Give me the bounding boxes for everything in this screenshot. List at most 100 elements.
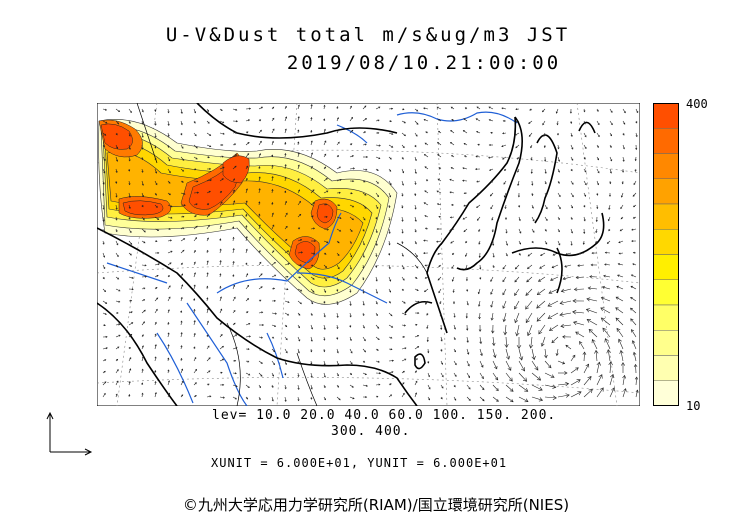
wind-arrowhead — [287, 263, 290, 265]
wind-arrowhead — [233, 310, 236, 313]
wind-arrowhead — [571, 147, 574, 150]
wind-arrowhead — [232, 226, 235, 229]
wind-arrowhead — [272, 250, 275, 253]
wind-arrow — [154, 263, 160, 266]
wind-arrowhead — [596, 207, 599, 210]
wind-arrow — [310, 384, 313, 390]
wind-arrowhead — [562, 335, 566, 339]
wind-arrowhead — [378, 383, 381, 386]
wind-arrow — [388, 276, 391, 282]
wind-arrow — [219, 345, 224, 350]
wind-arrowhead — [207, 224, 210, 227]
wind-arrowhead — [116, 243, 119, 246]
wind-arrowhead — [259, 299, 262, 302]
wind-arrowhead — [390, 394, 393, 397]
wind-arrow — [572, 311, 585, 314]
wind-arrowhead — [402, 392, 405, 395]
wind-arrowhead — [402, 267, 405, 270]
wind-arrowhead — [365, 396, 368, 399]
wind-arrowhead — [364, 350, 366, 353]
legend-swatch — [653, 203, 679, 230]
wind-arrowhead — [401, 219, 404, 222]
wind-arrowhead — [401, 288, 404, 291]
chart-title-line1: U-V&Dust total m/s&ug/m3 JST — [165, 24, 571, 46]
wind-arrow — [465, 264, 468, 270]
wind-arrow — [596, 132, 600, 137]
rivers — [106, 111, 518, 406]
wind-arrow — [375, 384, 380, 386]
wind-arrowhead — [336, 337, 339, 340]
wind-arrowhead — [606, 349, 611, 354]
wind-arrow — [518, 396, 529, 402]
wind-arrowhead — [336, 106, 339, 109]
wind-arrow — [271, 141, 274, 146]
wind-arrowhead — [219, 273, 222, 276]
wind-arrow — [505, 396, 514, 403]
wind-arrowhead — [631, 329, 635, 333]
wind-arrow — [538, 324, 546, 335]
wind-arrowhead — [273, 299, 276, 302]
wind-arrowhead — [440, 327, 443, 330]
wind-arrowhead — [620, 195, 623, 198]
wind-arrow — [570, 391, 582, 398]
wind-arrow — [608, 216, 611, 221]
wind-arrowhead — [103, 171, 106, 174]
wind-arrow — [245, 384, 250, 388]
wind-arrow — [595, 350, 598, 362]
wind-arrowhead — [501, 145, 504, 148]
wind-arrow — [154, 275, 159, 278]
wind-arrowhead — [622, 133, 625, 136]
wind-arrow — [375, 240, 378, 246]
wind-arrowhead — [424, 290, 427, 293]
wind-arrowhead — [437, 178, 440, 181]
wind-arrow — [551, 336, 559, 343]
wind-arrowhead — [339, 179, 342, 181]
wind-arrow — [193, 369, 197, 374]
wind-arrow — [128, 240, 133, 245]
wind-arrowhead — [401, 206, 404, 209]
wind-arrowhead — [349, 325, 352, 328]
unit-vector-axes — [46, 411, 93, 456]
wind-arrowhead — [544, 182, 547, 185]
wind-arrowhead — [363, 339, 366, 342]
wind-arrowhead — [129, 231, 132, 234]
wind-arrowhead — [325, 178, 328, 180]
wind-arrowhead — [299, 213, 302, 216]
wind-arrow — [526, 276, 533, 283]
wind-arrow — [586, 319, 598, 326]
wind-arrow — [362, 168, 367, 171]
wind-arrow — [436, 240, 442, 243]
wind-arrow — [619, 252, 624, 254]
wind-arrowhead — [271, 140, 274, 143]
wind-arrowhead — [363, 326, 365, 329]
wind-arrowhead — [128, 206, 131, 209]
wind-arrow — [401, 216, 403, 222]
wind-arrowhead — [595, 241, 598, 244]
wind-arrowhead — [510, 399, 514, 403]
wind-arrow — [297, 300, 302, 305]
wind-arrowhead — [167, 344, 170, 347]
wind-arrow — [601, 317, 611, 326]
wind-arrowhead — [437, 141, 440, 144]
wind-arrow — [440, 372, 444, 378]
wind-arrow — [167, 216, 173, 219]
wind-arrowhead — [468, 398, 471, 401]
wind-arrowhead — [565, 344, 569, 348]
wind-arrow — [206, 225, 210, 230]
wind-arrow — [323, 228, 329, 230]
wind-arrowhead — [378, 144, 381, 147]
wind-arrow — [501, 107, 507, 110]
wind-arrow — [596, 168, 600, 174]
wind-arrowhead — [326, 228, 329, 231]
wind-arrowhead — [141, 205, 144, 208]
wind-arrow — [154, 297, 159, 302]
wind-arrow — [271, 312, 277, 315]
wind-arrowhead — [597, 183, 600, 186]
wind-arrowhead — [323, 327, 326, 330]
wind-arrowhead — [336, 351, 339, 354]
wind-arrowhead — [424, 227, 428, 230]
wind-arrow — [635, 364, 637, 374]
wind-arrow — [284, 300, 290, 303]
wind-arrowhead — [323, 128, 326, 131]
wind-arrowhead — [388, 301, 391, 304]
